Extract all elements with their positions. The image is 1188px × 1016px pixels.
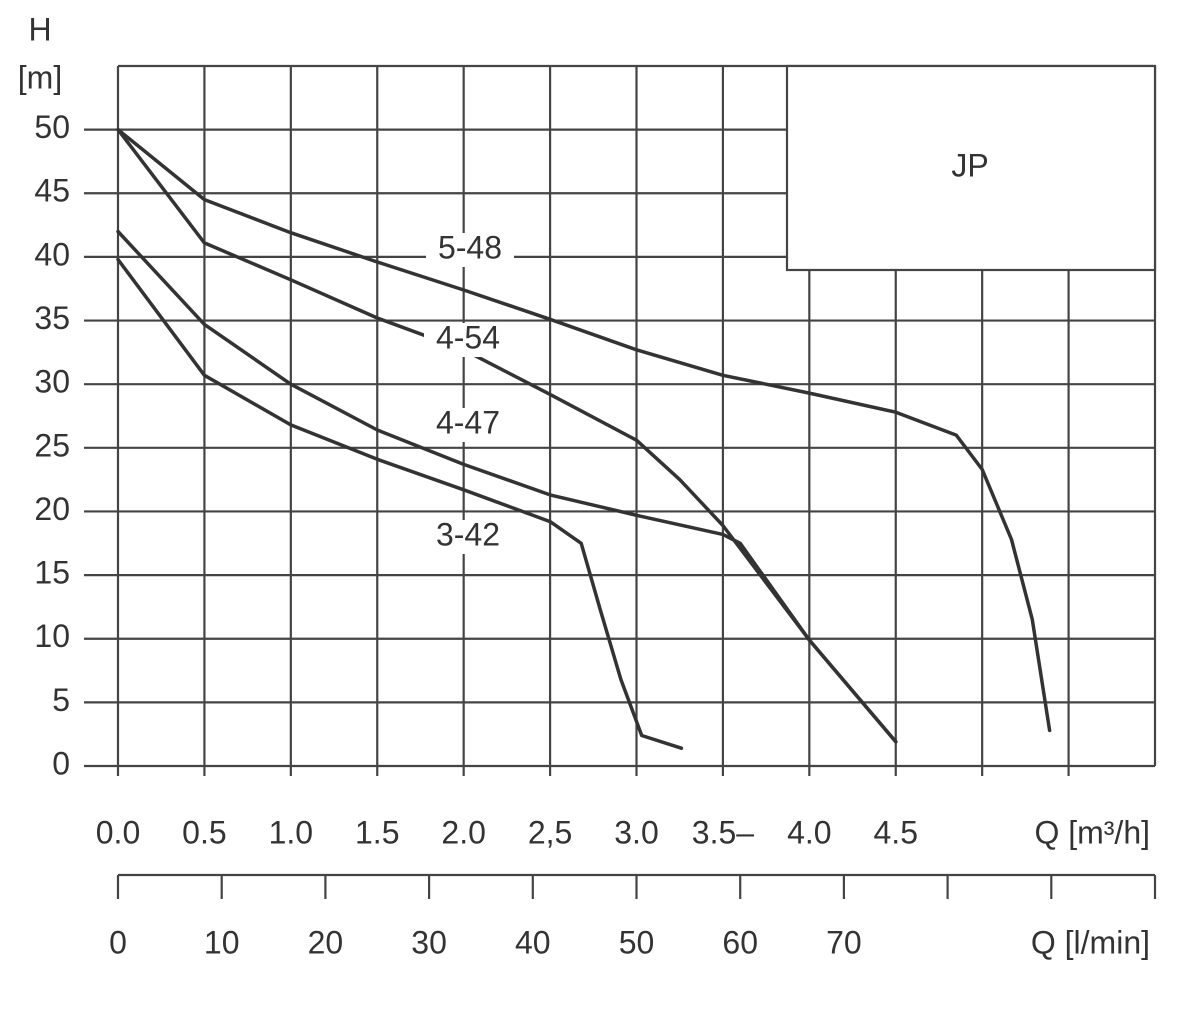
x-tick-label: 1.0 [269, 814, 313, 850]
series-label: 4-54 [436, 319, 500, 355]
x2-axis-label: Q [l/min] [1031, 924, 1150, 960]
x2-tick-label: 60 [722, 924, 758, 960]
y-axis-label: H [28, 11, 51, 47]
x-tick-label: 1.5 [355, 814, 399, 850]
x2-tick-label: 50 [619, 924, 655, 960]
label-background [426, 233, 514, 267]
x-tick-label: 3.0 [614, 814, 658, 850]
series-line [116, 229, 898, 744]
x-tick-label: 4.5 [874, 814, 918, 850]
y-tick-label: 20 [34, 491, 70, 527]
x-tick-label: 3.5– [692, 814, 754, 850]
y-tick-label: 50 [34, 109, 70, 145]
x-tick-label: 0.5 [182, 814, 226, 850]
y-tick-label: 5 [52, 682, 70, 718]
y-tick-label: 30 [34, 364, 70, 400]
y-tick-label: 0 [52, 745, 70, 781]
series-label: 4-47 [436, 404, 500, 440]
label-background [424, 323, 512, 357]
legend-box [785, 64, 1157, 272]
y-tick-label: 35 [34, 300, 70, 336]
x-axis-label: Q [m³/h] [1034, 814, 1150, 850]
x-tick-label: 4.0 [787, 814, 831, 850]
x-tick-label: 2.0 [441, 814, 485, 850]
y-tick-label: 45 [34, 173, 70, 209]
x2-tick-label: 70 [826, 924, 862, 960]
x2-tick-label: 0 [109, 924, 127, 960]
y-tick-label: 25 [34, 427, 70, 463]
series-line [116, 257, 684, 750]
label-background [424, 520, 512, 554]
x-tick-label: 0.0 [96, 814, 140, 850]
x2-tick-label: 10 [204, 924, 240, 960]
series-label: 5-48 [438, 229, 502, 265]
x2-tick-label: 30 [411, 924, 447, 960]
y-tick-label: 40 [34, 236, 70, 272]
series-label: 3-42 [436, 516, 500, 552]
x2-tick-label: 40 [515, 924, 551, 960]
y-tick-label: 10 [34, 618, 70, 654]
series-line [116, 127, 898, 744]
series-line [116, 127, 1052, 733]
label-background [424, 408, 512, 442]
y-tick-label: 15 [34, 555, 70, 591]
chart-title: JP [951, 147, 988, 183]
x2-tick-label: 20 [308, 924, 344, 960]
x-tick-label: 2,5 [528, 814, 572, 850]
y-axis-unit: [m] [18, 59, 62, 95]
